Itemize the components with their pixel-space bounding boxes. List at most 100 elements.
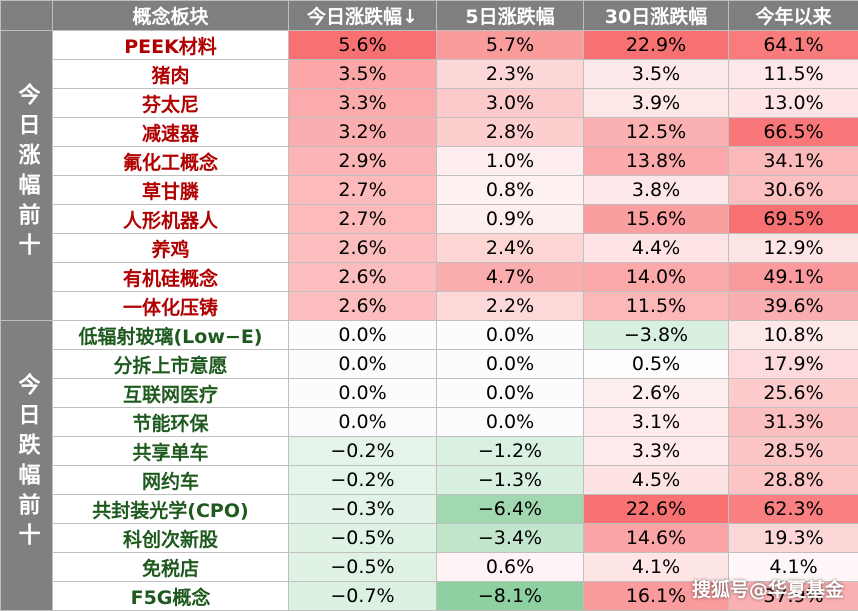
value-cell: 5.7% <box>437 31 584 60</box>
value-cell: −3.4% <box>437 524 584 553</box>
value-cell: 66.5% <box>729 118 858 147</box>
concept-name: 人形机器人 <box>53 205 289 234</box>
value-cell: 0.0% <box>289 408 437 437</box>
header-cell: 今年以来 <box>729 1 858 31</box>
value-cell: 28.8% <box>729 466 858 495</box>
value-cell: 12.9% <box>729 234 858 263</box>
value-cell: 25.6% <box>729 379 858 408</box>
concept-name: 共享单车 <box>53 437 289 466</box>
value-cell: −1.2% <box>437 437 584 466</box>
concept-name: PEEK材料 <box>53 31 289 60</box>
value-cell: 0.0% <box>289 321 437 350</box>
concept-name: 低辐射玻璃(Low−E) <box>53 321 289 350</box>
header-cell: 今日涨跌幅↓ <box>289 1 437 31</box>
value-cell: 10.8% <box>729 321 858 350</box>
value-cell: 3.5% <box>584 60 729 89</box>
value-cell: 0.0% <box>437 350 584 379</box>
concept-name: 减速器 <box>53 118 289 147</box>
group-label-text: 今日跌幅前十 <box>11 373 43 553</box>
concept-name: 分拆上市意愿 <box>53 350 289 379</box>
value-cell: 2.3% <box>437 60 584 89</box>
value-cell: 49.1% <box>729 263 858 292</box>
value-cell: 0.8% <box>437 176 584 205</box>
concept-name: F5G概念 <box>53 582 289 611</box>
concept-name: 网约车 <box>53 466 289 495</box>
value-cell: 12.5% <box>584 118 729 147</box>
value-cell: −8.1% <box>437 582 584 611</box>
value-cell: 13.8% <box>584 147 729 176</box>
value-cell: 13.0% <box>729 89 858 118</box>
concept-name: 猪肉 <box>53 60 289 89</box>
value-cell: 14.0% <box>584 263 729 292</box>
value-cell: 0.0% <box>437 379 584 408</box>
concept-name: 共封装光学(CPO) <box>53 495 289 524</box>
value-cell: 0.0% <box>437 408 584 437</box>
value-cell: −0.2% <box>289 437 437 466</box>
concept-name: 互联网医疗 <box>53 379 289 408</box>
row: 共封装光学(CPO)−0.3%−6.4%22.6%62.3% <box>1 495 858 524</box>
value-cell: 30.6% <box>729 176 858 205</box>
value-cell: 34.1% <box>729 147 858 176</box>
watermark: 搜狐号@华夏基金 <box>692 575 844 602</box>
value-cell: 3.1% <box>584 408 729 437</box>
value-cell: 11.5% <box>729 60 858 89</box>
value-cell: 19.3% <box>729 524 858 553</box>
value-cell: 3.3% <box>584 437 729 466</box>
concept-name: 草甘膦 <box>53 176 289 205</box>
row: 科创次新股−0.5%−3.4%14.6%19.3% <box>1 524 858 553</box>
concept-name: 氟化工概念 <box>53 147 289 176</box>
value-cell: 4.7% <box>437 263 584 292</box>
value-cell: 22.6% <box>584 495 729 524</box>
group-label: 今日跌幅前十 <box>1 321 53 611</box>
value-cell: 4.5% <box>584 466 729 495</box>
value-cell: 2.2% <box>437 292 584 321</box>
value-cell: 0.0% <box>289 350 437 379</box>
value-cell: 5.6% <box>289 31 437 60</box>
value-cell: 3.5% <box>289 60 437 89</box>
value-cell: 3.2% <box>289 118 437 147</box>
value-cell: 2.6% <box>289 263 437 292</box>
group-label: 今日涨幅前十 <box>1 31 53 321</box>
value-cell: −3.8% <box>584 321 729 350</box>
group-label-text: 今日涨幅前十 <box>11 83 43 263</box>
header-cell: 概念板块 <box>53 1 289 31</box>
value-cell: 2.7% <box>289 205 437 234</box>
value-cell: 3.9% <box>584 89 729 118</box>
value-cell: 0.5% <box>584 350 729 379</box>
value-cell: −0.5% <box>289 553 437 582</box>
value-cell: 28.5% <box>729 437 858 466</box>
row: 网约车−0.2%−1.3%4.5%28.8% <box>1 466 858 495</box>
value-cell: 31.3% <box>729 408 858 437</box>
concept-name: 一体化压铸 <box>53 292 289 321</box>
value-cell: −1.3% <box>437 466 584 495</box>
value-cell: 39.6% <box>729 292 858 321</box>
concept-name: 养鸡 <box>53 234 289 263</box>
value-cell: 2.9% <box>289 147 437 176</box>
value-cell: 4.4% <box>584 234 729 263</box>
value-cell: −6.4% <box>437 495 584 524</box>
header-cell: 30日涨跌幅 <box>584 1 729 31</box>
value-cell: 2.8% <box>437 118 584 147</box>
value-cell: 3.0% <box>437 89 584 118</box>
value-cell: −0.7% <box>289 582 437 611</box>
value-cell: 3.8% <box>584 176 729 205</box>
value-cell: 62.3% <box>729 495 858 524</box>
value-cell: 2.4% <box>437 234 584 263</box>
value-cell: 2.7% <box>289 176 437 205</box>
value-cell: 64.1% <box>729 31 858 60</box>
value-cell: 0.6% <box>437 553 584 582</box>
concept-name: 免税店 <box>53 553 289 582</box>
value-cell: −0.3% <box>289 495 437 524</box>
